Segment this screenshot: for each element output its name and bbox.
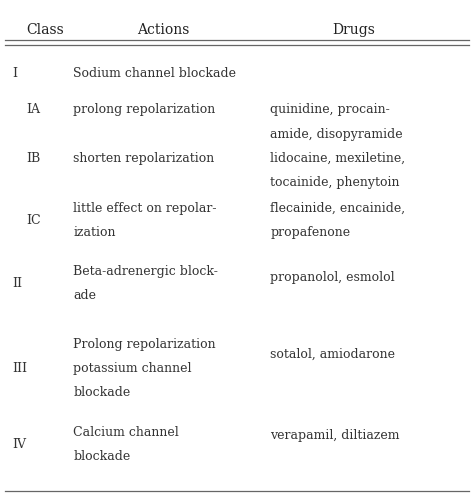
Text: potassium channel: potassium channel	[73, 362, 192, 375]
Text: blockade: blockade	[73, 386, 131, 399]
Text: quinidine, procain-: quinidine, procain-	[270, 103, 390, 116]
Text: sotalol, amiodarone: sotalol, amiodarone	[270, 348, 395, 361]
Text: flecainide, encainide,: flecainide, encainide,	[270, 202, 405, 215]
Text: ization: ization	[73, 226, 116, 239]
Text: Beta-adrenergic block-: Beta-adrenergic block-	[73, 265, 219, 278]
Text: Calcium channel: Calcium channel	[73, 426, 179, 439]
Text: propanolol, esmolol: propanolol, esmolol	[270, 271, 395, 284]
Text: shorten repolarization: shorten repolarization	[73, 152, 215, 165]
Text: IV: IV	[12, 438, 26, 451]
Text: ade: ade	[73, 289, 97, 302]
Text: III: III	[12, 362, 27, 375]
Text: prolong repolarization: prolong repolarization	[73, 103, 216, 116]
Text: verapamil, diltiazem: verapamil, diltiazem	[270, 429, 400, 443]
Text: Sodium channel blockade: Sodium channel blockade	[73, 67, 237, 80]
Text: Prolong repolarization: Prolong repolarization	[73, 338, 216, 351]
Text: IA: IA	[26, 103, 40, 116]
Text: amide, disopyramide: amide, disopyramide	[270, 128, 403, 141]
Text: Actions: Actions	[137, 23, 190, 37]
Text: Drugs: Drugs	[332, 23, 374, 37]
Text: little effect on repolar-: little effect on repolar-	[73, 202, 217, 215]
Text: IB: IB	[26, 152, 40, 165]
Text: I: I	[12, 67, 17, 80]
Text: lidocaine, mexiletine,: lidocaine, mexiletine,	[270, 152, 405, 165]
Text: IC: IC	[26, 214, 41, 227]
Text: propafenone: propafenone	[270, 226, 350, 239]
Text: tocainide, phenytoin: tocainide, phenytoin	[270, 176, 400, 190]
Text: II: II	[12, 277, 22, 290]
Text: blockade: blockade	[73, 450, 131, 463]
Text: Class: Class	[26, 23, 64, 37]
